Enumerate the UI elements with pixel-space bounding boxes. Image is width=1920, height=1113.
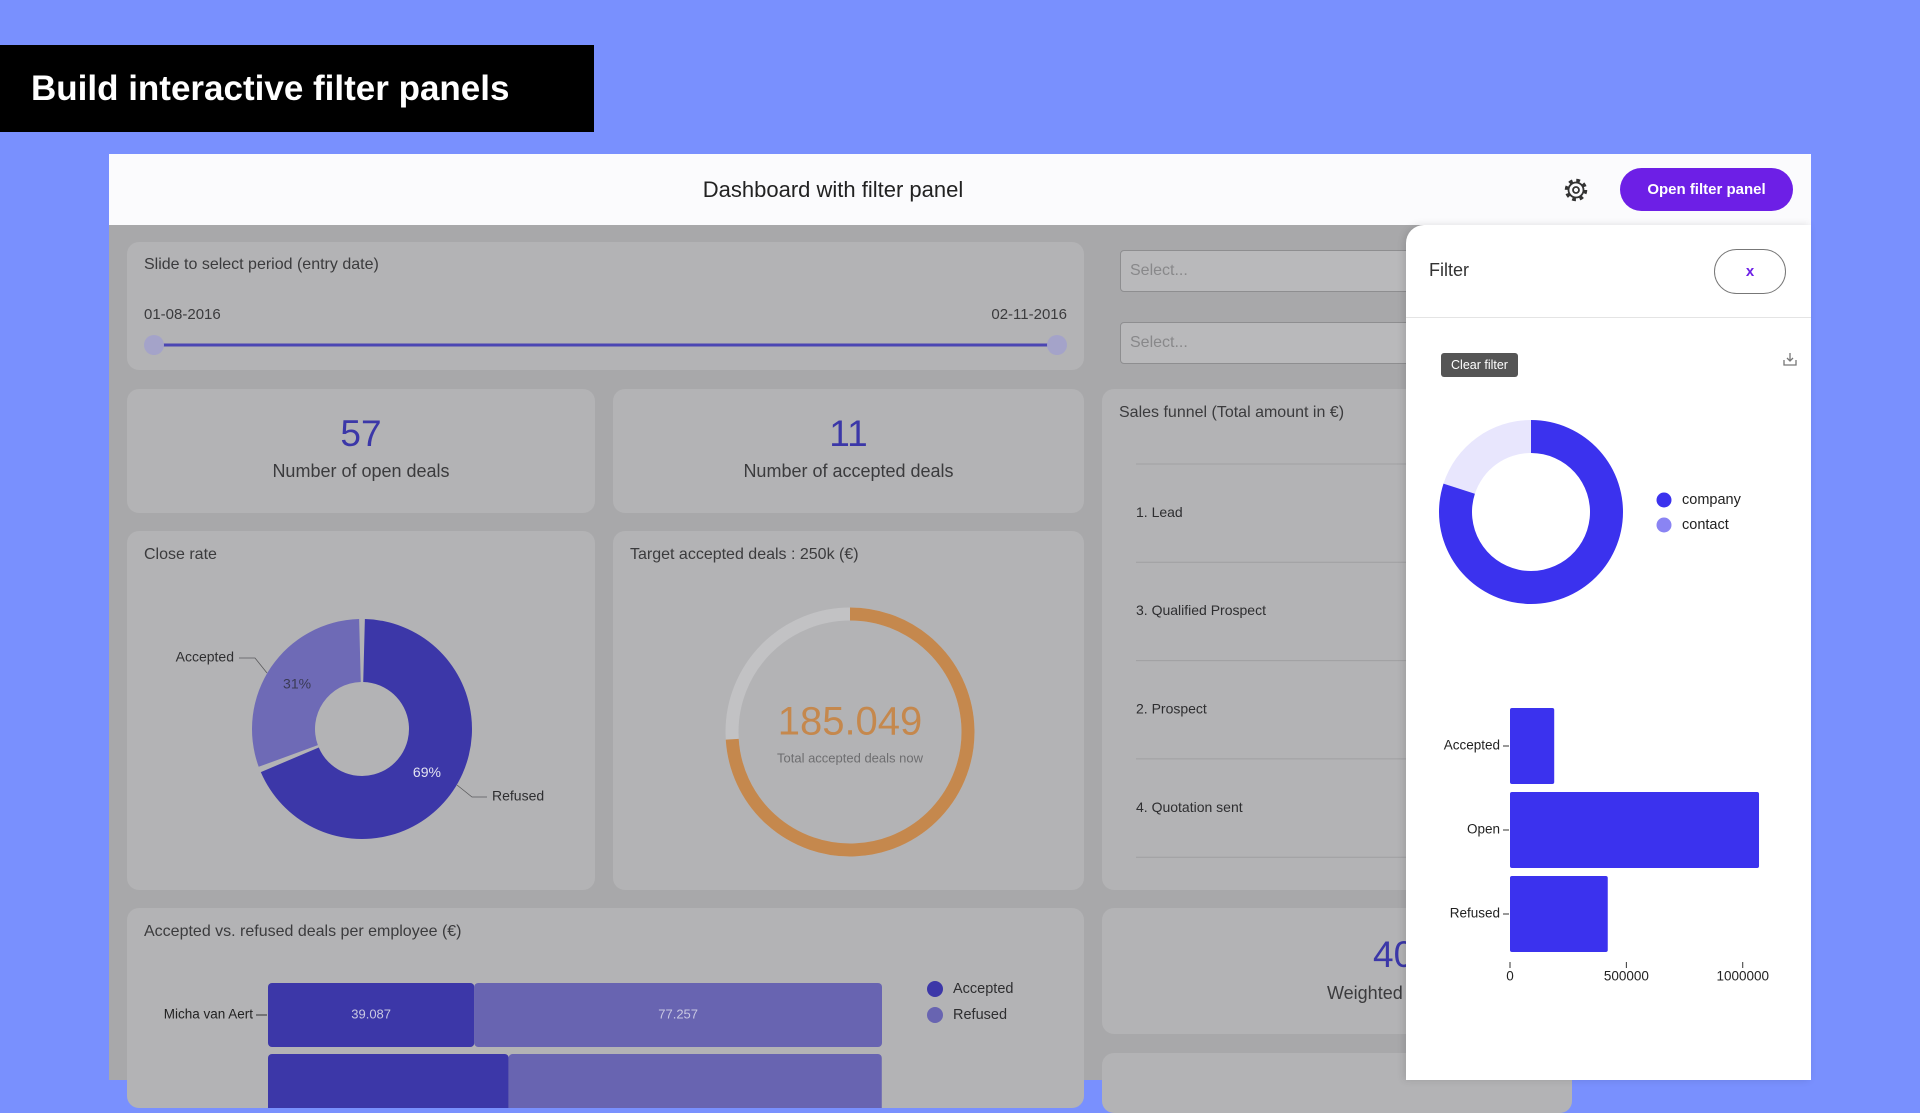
period-end: 02-11-2016 xyxy=(991,306,1067,323)
select-placeholder: Select... xyxy=(1130,262,1188,279)
select-placeholder: Select... xyxy=(1130,334,1188,351)
chart-title: Target accepted deals : 250k (€) xyxy=(630,546,859,563)
category-label: Refused xyxy=(1450,906,1500,921)
employee-card: Accepted vs. refused deals per employee … xyxy=(127,908,1084,1108)
target-gauge: Target accepted deals : 250k (€) Total a… xyxy=(630,546,975,857)
leader-line xyxy=(239,657,268,674)
open-filter-button[interactable]: Open filter panel xyxy=(1620,168,1793,211)
close-button[interactable]: x xyxy=(1714,249,1786,294)
legend-label: company xyxy=(1682,492,1742,508)
page: Build interactive filter panels Dashboar… xyxy=(0,45,1811,1113)
period-start: 01-08-2016 xyxy=(144,306,221,323)
kpi-label: Number of accepted deals xyxy=(743,461,954,481)
kpi-label: Weighted xyxy=(1327,983,1403,1003)
x-tick-label: 1000000 xyxy=(1716,969,1769,984)
pie-slice xyxy=(1439,420,1623,604)
bar xyxy=(1510,792,1760,868)
settings-icon[interactable] xyxy=(1563,177,1589,203)
filter-pie: company contact xyxy=(1439,420,1742,604)
legend-label: Refused xyxy=(953,1007,1007,1023)
header-title: Dashboard with filter panel xyxy=(702,177,964,202)
bar xyxy=(1510,876,1608,952)
close-rate-chart: Close rate 31% Accepted 69% Refused xyxy=(144,546,544,839)
bar xyxy=(268,983,475,1047)
slider xyxy=(144,335,1067,355)
legend-label: Accepted xyxy=(953,981,1013,997)
funnel-label: 2. Prospect xyxy=(1136,700,1207,716)
bar xyxy=(474,983,882,1047)
funnel-label: 1. Lead xyxy=(1136,504,1183,520)
slider-thumb[interactable] xyxy=(144,335,164,355)
target-card: Target accepted deals : 250k (€) Total a… xyxy=(613,531,1084,890)
filter-panel: Filter x Clear filter company contact Acc… xyxy=(1406,225,1811,1080)
pie-slice xyxy=(260,619,472,839)
pie-slice xyxy=(252,619,361,767)
period-label: Slide to select period (entry date) xyxy=(144,256,379,273)
legend-label: contact xyxy=(1682,517,1729,533)
category-label: Refused xyxy=(492,788,544,804)
filter-title: Filter xyxy=(1429,260,1469,280)
kpi-card: 57 Number of open deals xyxy=(127,389,595,513)
gauge-arc xyxy=(725,607,975,857)
bar xyxy=(268,1054,509,1108)
funnel-label: 3. Qualified Prospect xyxy=(1136,602,1266,618)
close-rate-card: Close rate 31% Accepted 69% Refused xyxy=(127,531,595,890)
kpi-card: 11 Number of accepted deals xyxy=(613,389,1084,513)
kpi-value: 57 xyxy=(340,413,382,454)
x-tick-label: 500000 xyxy=(1604,969,1649,984)
legend-marker xyxy=(1656,517,1672,533)
value-label: 39.087 xyxy=(351,1006,391,1021)
chart-title: Sales funnel (Total amount in €) xyxy=(1119,404,1344,421)
funnel-label: 4. Quotation sent xyxy=(1136,799,1243,815)
value-label: 77.257 xyxy=(658,1006,698,1021)
chart-title: Close rate xyxy=(144,546,217,563)
select[interactable]: Select... xyxy=(1120,322,1452,364)
divider xyxy=(1406,317,1811,318)
gauge-value: 185.049 xyxy=(778,700,923,744)
header: Dashboard with filter panel Open filter … xyxy=(109,154,1811,225)
clear-filter-button[interactable]: Clear filter xyxy=(1441,353,1518,377)
category-label: Accepted xyxy=(1444,738,1500,753)
bar xyxy=(508,1054,882,1108)
kpi-label: Number of open deals xyxy=(272,461,450,481)
category-label: Open xyxy=(1467,822,1500,837)
legend-marker xyxy=(1656,492,1672,508)
filter-bar: Accepted Open Refused 0 500000 1000000 xyxy=(1444,708,1769,984)
select[interactable]: Select... xyxy=(1120,250,1452,292)
pie-slice xyxy=(1443,420,1531,494)
legend-marker xyxy=(927,1007,943,1023)
employee-chart: Accepted vs. refused deals per employee … xyxy=(144,923,1013,1108)
legend-marker xyxy=(927,981,943,997)
leader-line xyxy=(456,784,487,798)
gauge-subtitle: Total accepted deals now xyxy=(777,750,924,765)
value-label: 31% xyxy=(283,676,311,692)
kpi-value: 11 xyxy=(829,413,868,454)
category-label: Micha van Aert xyxy=(164,1007,254,1022)
sales-funnel: Sales funnel (Total amount in €) 1. Lead… xyxy=(1119,404,1572,858)
download-icon[interactable] xyxy=(1782,351,1798,367)
banner-title: Build interactive filter panels xyxy=(31,69,510,108)
chart-title: Accepted vs. refused deals per employee … xyxy=(144,923,462,940)
bar xyxy=(1510,708,1555,784)
period-card: Slide to select period (entry date) 01-0… xyxy=(127,242,1084,370)
x-tick-label: 0 xyxy=(1506,969,1514,984)
value-label: 69% xyxy=(413,764,441,780)
banner: Build interactive filter panels xyxy=(0,45,594,132)
category-label: Accepted xyxy=(176,649,234,665)
slider-thumb[interactable] xyxy=(1047,335,1067,355)
